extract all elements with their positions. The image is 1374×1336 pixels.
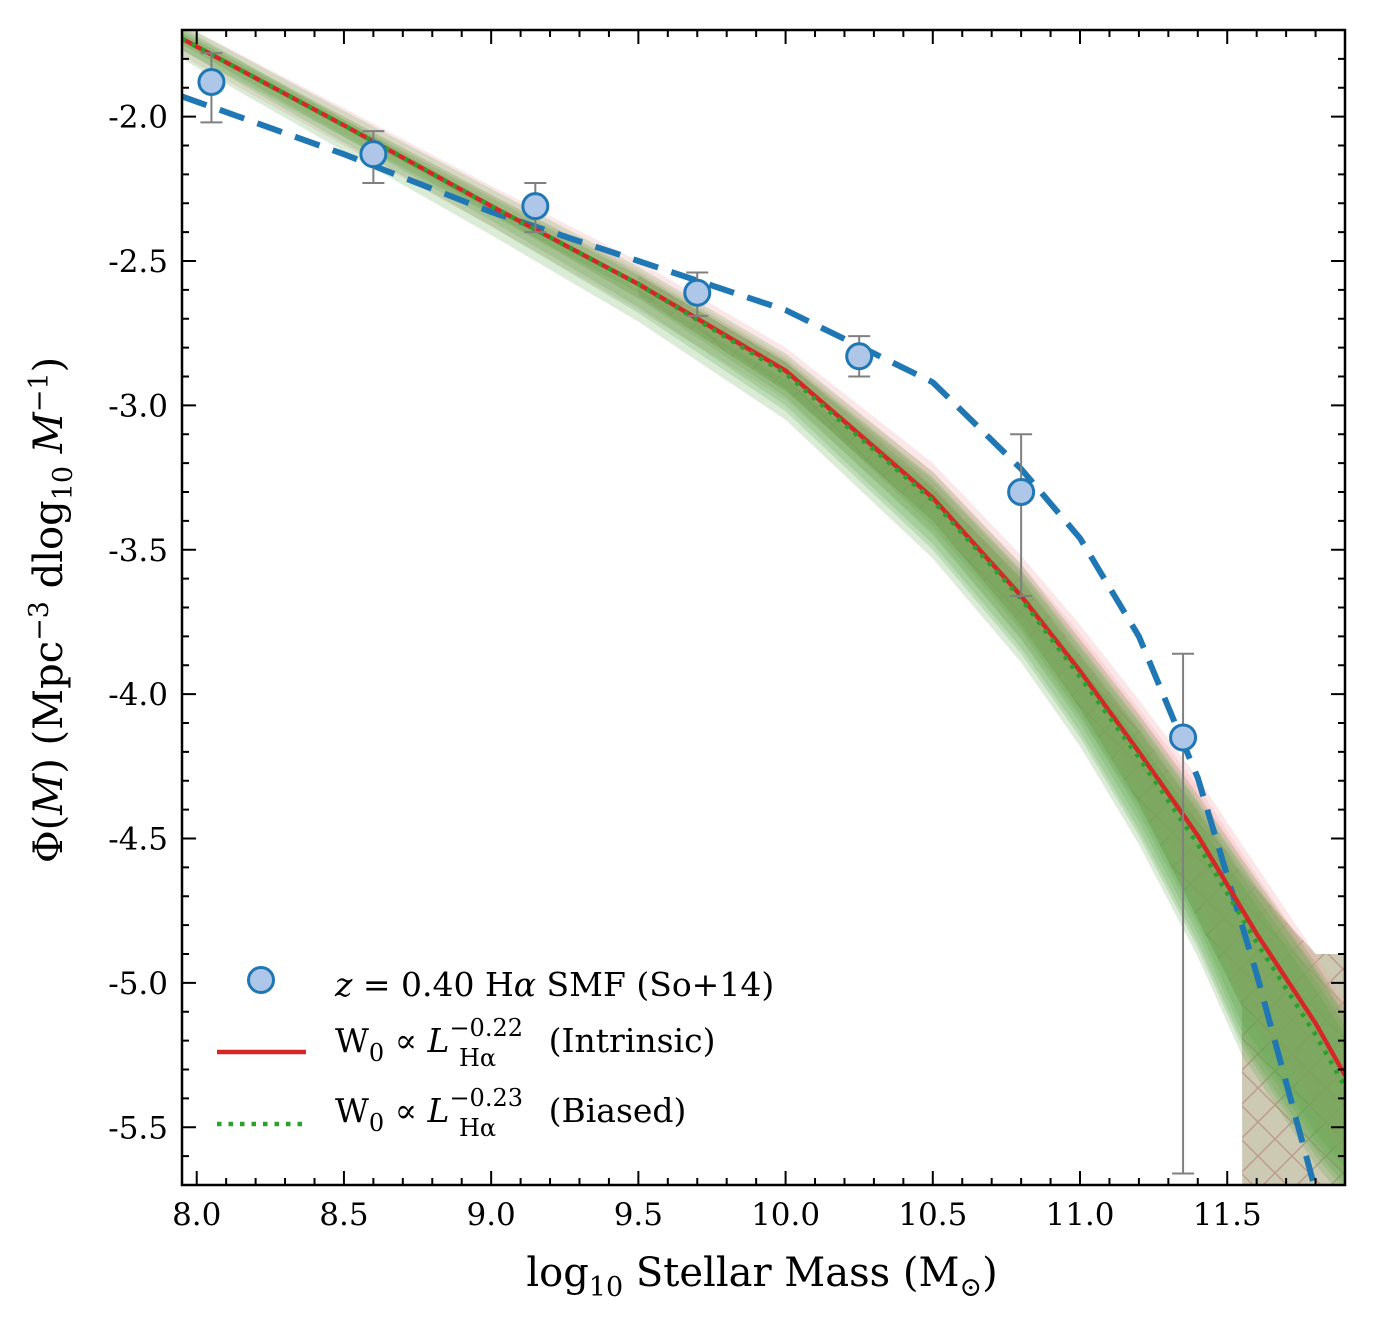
x-tick-label: 10.5	[898, 1197, 967, 1233]
data-point	[359, 140, 388, 169]
y-axis-label: Φ(M) (Mpc−3 dlog10 M−1)	[24, 357, 79, 863]
y-tick-label: -5.0	[108, 966, 168, 1002]
legend-label-data: z = 0.40 Hα SMF (So+14)	[334, 965, 774, 1004]
legend-label-biased: W0 ∝ L−0.23 Hα (Biased)	[335, 1084, 686, 1142]
data-point	[683, 278, 712, 307]
x-tick-label: 9.5	[614, 1197, 663, 1233]
legend-data-marker	[247, 966, 275, 994]
hatched-envelope-hatch	[638, 275, 1345, 1185]
fit-dashed-line	[182, 93, 1318, 1185]
x-axis-label: log10 Stellar Mass (M⊙)	[526, 1250, 997, 1303]
x-tick-label: 9.0	[466, 1197, 515, 1233]
x-tick-label: 8.5	[319, 1197, 368, 1233]
data-point	[1169, 723, 1198, 752]
y-tick-label: -5.5	[108, 1110, 168, 1146]
legend-label-intrinsic: W0 ∝ L−0.22 Hα (Intrinsic)	[335, 1014, 715, 1072]
data-point	[521, 192, 550, 221]
y-tick-label: -3.5	[108, 533, 168, 569]
x-tick-label: 8.0	[172, 1197, 221, 1233]
plot-area	[182, 30, 1345, 1185]
data-point	[1007, 478, 1036, 506]
y-tick-label: -3.0	[108, 388, 168, 424]
y-tick-label: -2.5	[108, 244, 168, 280]
y-tick-label: -4.0	[108, 677, 168, 713]
uncertainty-bands	[182, 30, 1345, 1185]
y-tick-label: -2.0	[108, 100, 168, 136]
x-tick-label: 10.0	[751, 1197, 820, 1233]
legend: z = 0.40 Hα SMF (So+14) W0 ∝ L−0.22 Hα (I…	[217, 965, 774, 1142]
biased-dotted-line	[182, 36, 1345, 1088]
y-tick-label: -4.5	[108, 822, 168, 858]
x-tick-label: 11.5	[1193, 1197, 1262, 1233]
data-point	[845, 342, 874, 371]
x-tick-label: 11.0	[1045, 1197, 1114, 1233]
data-point	[197, 67, 226, 96]
axis-ticks: 8.0 8.5 9.0 9.5 10.0 10.5 11.0 11.5 -2.0 -2.5 -3.0…	[108, 29, 1346, 1233]
data-points	[197, 52, 1198, 1175]
